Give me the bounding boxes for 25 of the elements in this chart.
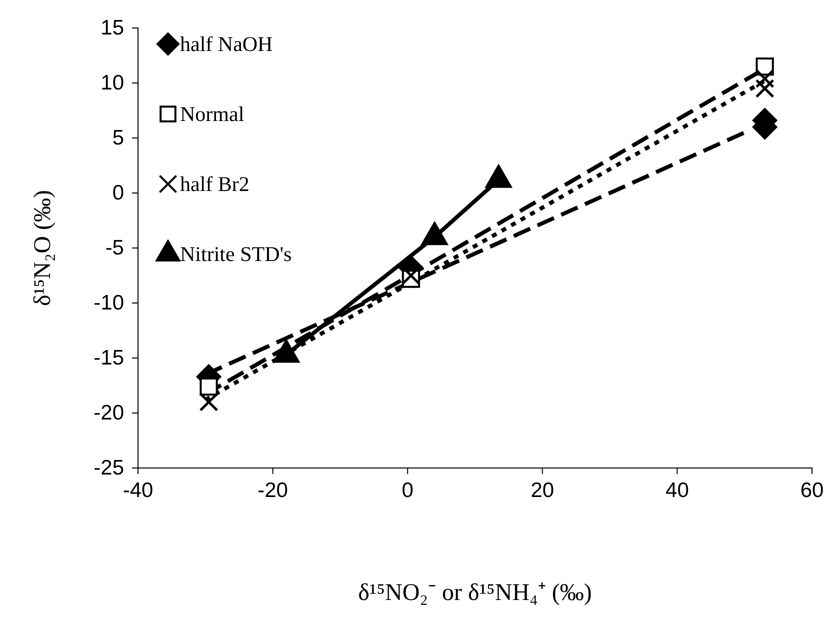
y-tick-label: -25 [94, 456, 124, 480]
point [755, 78, 774, 98]
legend-label: half NaOH [180, 32, 273, 56]
x-tick-label: -40 [122, 478, 154, 502]
x-tick-label: 20 [530, 478, 554, 502]
legend-label: Nitrite STD's [180, 242, 292, 266]
y-tick-label: -10 [94, 292, 124, 315]
y-tick-label: 5 [112, 126, 124, 150]
x-axis-title: δ¹⁵NO₂⁻ or δ¹⁵NH₄⁺ (‰) [358, 580, 592, 606]
y-axis-title: δ¹⁵N₂O (‰) [30, 190, 56, 306]
y-tick-label: -5 [105, 236, 124, 260]
legend-label: half Br2 [180, 172, 250, 196]
y-tick-label: -20 [94, 402, 124, 425]
point [755, 69, 774, 88]
point [199, 392, 218, 412]
x-tick-label: 40 [666, 478, 689, 502]
point [200, 378, 218, 396]
y-tick-label: 15 [100, 16, 124, 40]
legend-label: Normal [180, 102, 244, 126]
y-tick-label: 10 [100, 72, 124, 95]
x-tick-label: 60 [800, 478, 824, 502]
x-tick-label: 0 [402, 478, 414, 502]
y-tick-label: 0 [112, 182, 124, 205]
x-tick-label: -20 [258, 478, 288, 502]
y-tick-label: -15 [94, 346, 124, 370]
